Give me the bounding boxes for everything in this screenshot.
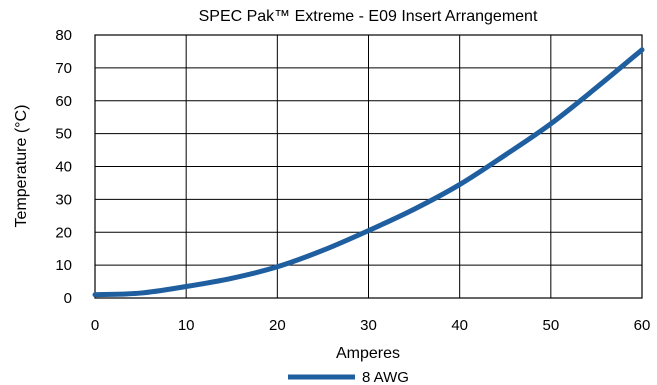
x-tick-label: 40 bbox=[451, 317, 468, 334]
grid-lines bbox=[94, 34, 643, 299]
y-tick-label: 60 bbox=[55, 93, 72, 110]
x-tick-label: 50 bbox=[542, 317, 559, 334]
y-tick-label: 70 bbox=[55, 60, 72, 77]
x-tick-label: 30 bbox=[360, 317, 377, 334]
y-tick-label: 50 bbox=[55, 126, 72, 143]
legend: 8 AWG bbox=[288, 369, 409, 385]
chart-title: SPEC Pak™ Extreme - E09 Insert Arrangeme… bbox=[199, 8, 538, 25]
y-tick-label: 80 bbox=[55, 27, 72, 44]
y-tick-label: 40 bbox=[55, 159, 72, 176]
y-tick-label: 20 bbox=[55, 224, 72, 241]
x-tick-label: 10 bbox=[178, 317, 195, 334]
plot-area-frame bbox=[94, 34, 643, 299]
y-tick-label: 10 bbox=[55, 257, 72, 274]
series-line-8-awg bbox=[92, 47, 645, 298]
y-tick-label: 0 bbox=[64, 290, 72, 307]
legend-label-8-awg: 8 AWG bbox=[362, 369, 409, 385]
x-tick-label: 20 bbox=[269, 317, 286, 334]
x-axis-label: Amperes bbox=[336, 345, 400, 362]
x-tick-label: 0 bbox=[91, 317, 99, 334]
y-tick-labels: 0 10 20 30 40 50 60 70 80 bbox=[55, 27, 72, 307]
x-tick-label: 60 bbox=[634, 317, 651, 334]
y-tick-label: 30 bbox=[55, 191, 72, 208]
x-tick-labels: 0 10 20 30 40 50 60 bbox=[91, 317, 651, 334]
y-axis-label: Temperature (°C) bbox=[13, 105, 30, 228]
